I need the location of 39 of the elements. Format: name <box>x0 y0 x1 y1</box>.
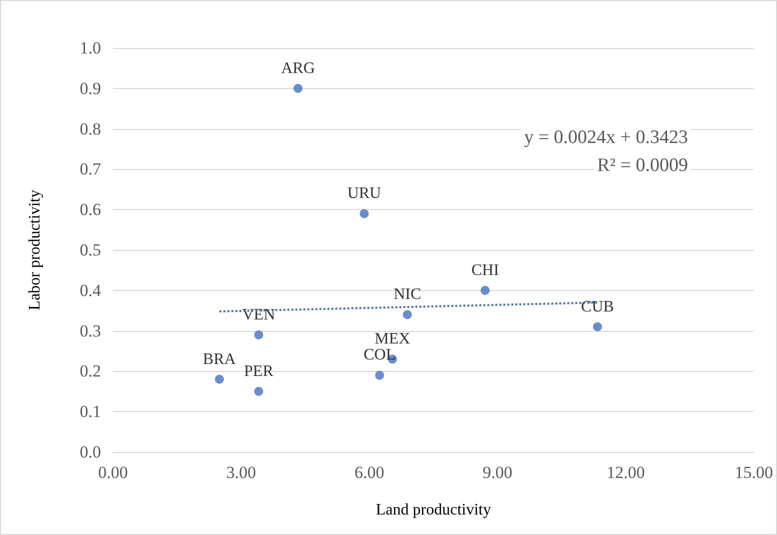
annotation: PER <box>244 362 274 380</box>
annotation: COL <box>364 346 396 364</box>
annotation: R² = 0.0009 <box>597 155 688 176</box>
annotation: ARG <box>281 60 316 77</box>
y-tick-label: 0.4 <box>80 280 102 300</box>
y-tick-label: 0.5 <box>80 240 101 260</box>
y-tick-label: 0.2 <box>80 362 101 381</box>
x-tick-label: 0.00 <box>98 463 128 482</box>
point <box>294 84 302 93</box>
y-tick-label: 0.8 <box>80 119 101 138</box>
point <box>254 386 264 396</box>
x-tick-label: 12.00 <box>606 463 645 482</box>
x-tick-label: 15.00 <box>734 463 773 482</box>
annotation: CHI <box>471 262 499 279</box>
annotation: CUB <box>581 298 614 316</box>
annotation: MEX <box>374 330 411 348</box>
y-tick-label: 0.0 <box>80 442 101 462</box>
y-tick-label: 0.3 <box>80 321 101 340</box>
point <box>593 322 602 332</box>
y-tick-label: 1.0 <box>80 38 101 58</box>
annotation: y = 0.0024x + 0.3423 <box>524 127 688 148</box>
x-axis-title: Land productivity <box>376 502 491 518</box>
x-tick-label: 9.00 <box>482 463 512 482</box>
point <box>480 286 490 295</box>
y-tick-label: 0.6 <box>80 200 101 220</box>
annotation: URU <box>347 185 382 202</box>
y-tick-label: 0.7 <box>80 160 102 179</box>
x-tick-label: 6.00 <box>354 463 384 482</box>
y-tick-label: 0.9 <box>80 78 101 98</box>
y-axis-title: Labor productivity <box>26 190 44 310</box>
point <box>254 330 264 340</box>
point <box>375 370 384 380</box>
point <box>214 374 224 384</box>
point <box>402 310 412 320</box>
point <box>360 209 369 218</box>
x-tick-label: 3.00 <box>226 463 256 482</box>
annotation: BRA <box>202 350 236 368</box>
y-tick-label: 0.1 <box>80 402 101 422</box>
annotation: NIC <box>394 286 422 304</box>
